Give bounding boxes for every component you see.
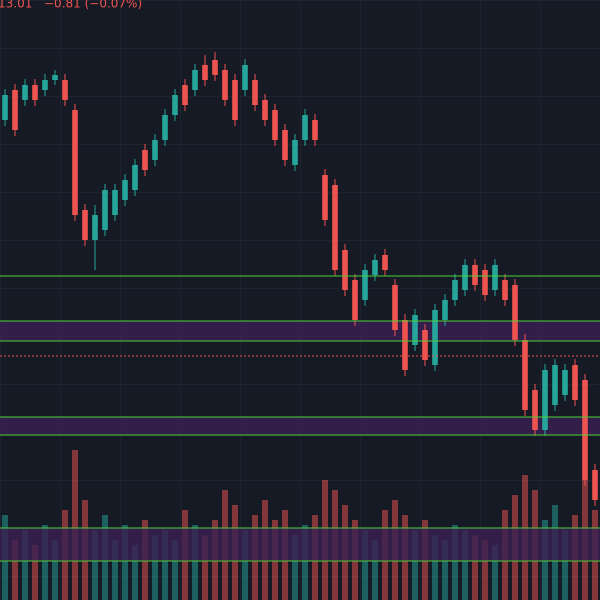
candle-body [92,215,98,240]
candle-body [422,330,428,360]
candle-body [222,70,228,100]
candle-body [372,260,378,275]
candle-body [212,60,218,75]
candle-body [172,95,178,115]
volume-bar [192,525,198,600]
candle-body [542,370,548,430]
candle-body [322,175,328,220]
candle-body [102,190,108,230]
volume-bar [462,530,468,600]
candle-body [362,270,368,300]
volume-bar [32,545,38,600]
candle-body [342,250,348,290]
candle-body [252,80,258,105]
price: 13.01 [0,0,32,11]
candle-body [202,65,208,80]
volume-bar [442,540,448,600]
volume-bar [22,530,28,600]
candle-body [2,95,8,120]
zone [0,417,600,435]
candle-body [402,320,408,370]
volume-bar [72,450,78,600]
candle-body [192,70,198,90]
candle-body [452,280,458,300]
candle-body [282,130,288,160]
candle-body [82,210,88,240]
candle-body [472,265,478,285]
candle-body [292,140,298,165]
candle-body [352,280,358,320]
volume-bar [42,525,48,600]
candle-body [32,85,38,100]
volume-bar [132,545,138,600]
volume-bar [292,535,298,600]
candle-body [272,110,278,140]
volume-bar [112,540,118,600]
volume-bar [492,545,498,600]
candle-body [412,315,418,345]
candle-body [152,140,158,160]
candle-body [312,120,318,140]
volume-bar [162,530,168,600]
candle-body [62,80,68,100]
zone [0,528,600,561]
candle-body [302,115,308,140]
candle-body [52,75,58,80]
zone [0,321,600,341]
candle-body [182,85,188,105]
candle-body [582,380,588,480]
volume-bar [152,535,158,600]
candle-body [112,190,118,215]
candle-body [382,255,388,270]
change: −0.81 (−0.07%) [44,0,142,11]
candle-body [392,285,398,330]
volume-bar [562,530,568,600]
candle-body [502,280,508,300]
volume-bar [302,525,308,600]
candle-body [242,65,248,90]
candle-body [592,470,598,500]
candle-body [162,115,168,140]
candle-body [432,310,438,365]
candle-body [552,365,558,405]
volume-bar [12,540,18,600]
candle-body [22,85,28,100]
candle-body [332,185,338,270]
candle-body [262,100,268,120]
volume-bar [482,540,488,600]
candle-body [122,180,128,200]
volume-bar [362,530,368,600]
candle-body [522,340,528,410]
volume-bar [432,535,438,600]
candle-body [462,265,468,290]
candle-body [72,110,78,215]
candle-body [442,300,448,320]
candle-body [572,365,578,400]
candle-body [512,285,518,340]
candle-body [562,370,568,395]
volume-bar [472,535,478,600]
volume-bar [242,530,248,600]
candle-body [12,90,18,130]
candle-body [42,80,48,90]
candle-body [532,390,538,430]
candle-body [482,270,488,295]
volume-bar [172,540,178,600]
volume-bar [452,525,458,600]
candle-body [132,165,138,190]
candle-body [492,265,498,290]
volume-bar [372,540,378,600]
volume-bar [92,530,98,600]
candle-body [232,80,238,120]
candle-body [142,150,148,170]
volume-bar [202,535,208,600]
volume-bar [52,540,58,600]
volume-bar [122,525,128,600]
volume-bar [412,530,418,600]
